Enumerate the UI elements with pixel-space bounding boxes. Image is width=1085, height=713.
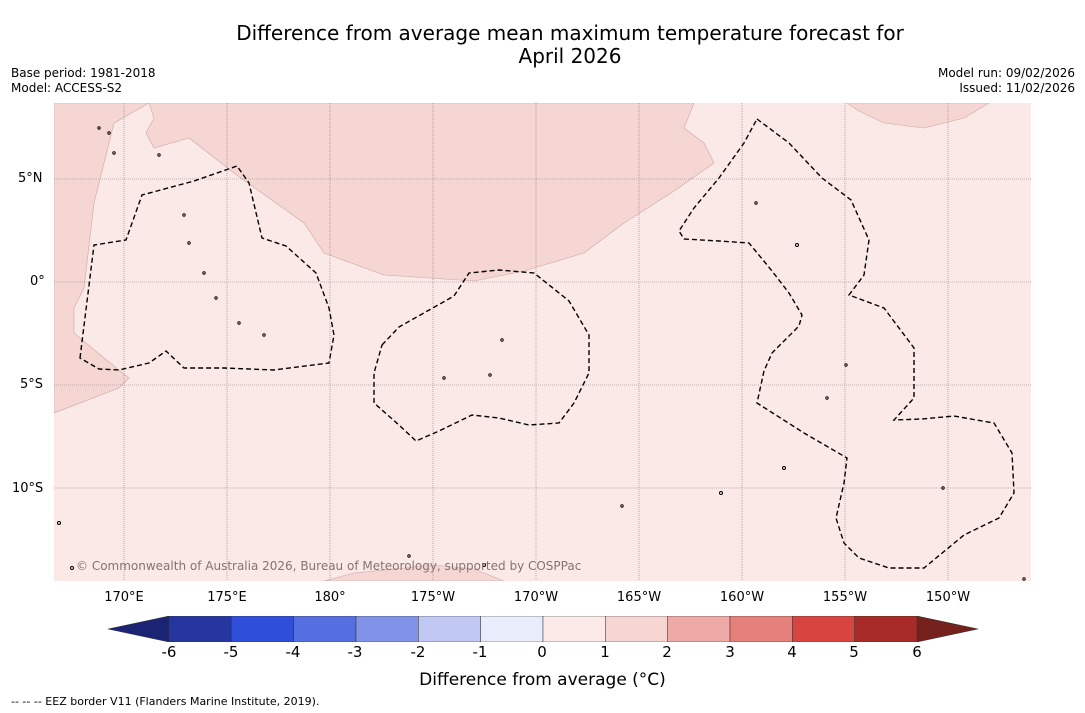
- anomaly-1-2-region-north: [54, 103, 715, 282]
- island: [1022, 577, 1026, 581]
- island: [482, 563, 486, 567]
- colorbar-over-arrow: [916, 616, 978, 642]
- copyright-notice: © Commonwealth of Australia 2026, Bureau…: [76, 559, 582, 573]
- island: [182, 213, 186, 217]
- issued-date: Issued: 11/02/2026: [959, 81, 1075, 95]
- anomaly-1-2-region-northeast: [846, 103, 990, 129]
- island: [500, 338, 504, 342]
- colorbar-tick-m2: -2: [410, 643, 426, 661]
- island: [795, 243, 799, 247]
- eez-borders: [79, 117, 1015, 569]
- colorbar-segment: [168, 616, 232, 642]
- colorbar-segment: [729, 616, 793, 642]
- lon-label-170w: 170°W: [513, 590, 559, 605]
- island: [112, 151, 116, 155]
- colorbar-tick-6: 6: [912, 643, 922, 661]
- lon-label-160w: 160°W: [719, 590, 765, 605]
- colorbar-under-arrow: [108, 616, 170, 642]
- lat-label-0: 0°: [30, 274, 45, 289]
- colorbar-tick-m1: -1: [472, 643, 488, 661]
- lon-label-180: 180°: [314, 590, 346, 605]
- island: [157, 153, 161, 157]
- island: [97, 126, 101, 130]
- island: [941, 486, 945, 490]
- model-run: Model run: 09/02/2026: [937, 66, 1075, 80]
- island: [107, 131, 111, 135]
- island: [407, 554, 411, 558]
- colorbar-tick-1: 1: [600, 643, 610, 661]
- colorbar-segment: [542, 616, 606, 642]
- colorbar-segment: [605, 616, 668, 642]
- islands: [57, 126, 1026, 581]
- lat-label-5n: 5°N: [18, 171, 43, 186]
- colorbar-tick-3: 3: [725, 643, 735, 661]
- meta-right: Model run: 09/02/2026 Issued: 11/02/2026: [938, 66, 1075, 96]
- lon-label-150w: 150°W: [925, 590, 971, 605]
- chart-title: Difference from average mean maximum tem…: [0, 22, 1085, 68]
- lon-label-170e: 170°E: [104, 590, 144, 605]
- island: [782, 466, 786, 470]
- island: [187, 241, 191, 245]
- anomaly-1-2-region-south: [323, 564, 505, 581]
- island: [620, 504, 624, 508]
- colorbar-segment: [418, 616, 481, 642]
- eez-legend-footnote: -- -- -- EEZ border V11 (Flanders Marine…: [11, 695, 320, 708]
- colorbar-tick-m6: -6: [161, 643, 177, 661]
- colorbar-segment: [854, 616, 918, 642]
- title-line-2: April 2026: [518, 44, 622, 68]
- colorbar-tick-0: 0: [537, 643, 547, 661]
- island: [262, 333, 266, 337]
- colorbar-label: Difference from average (°C): [419, 670, 666, 690]
- base-period: Base period: 1981-2018: [11, 66, 156, 80]
- colorbar-tick-4: 4: [787, 643, 797, 661]
- anomaly-1-2-region-west: [54, 103, 150, 414]
- island: [57, 521, 61, 525]
- colorbar-segments: [168, 616, 918, 642]
- model-name: Model: ACCESS-S2: [11, 81, 123, 95]
- island: [754, 201, 758, 205]
- eez-tokelau: [373, 269, 590, 442]
- colorbar-segment: [480, 616, 544, 642]
- island: [844, 363, 848, 367]
- meta-left: Base period: 1981-2018 Model: ACCESS-S2: [11, 66, 156, 96]
- island: [70, 566, 74, 570]
- colorbar-segment: [293, 616, 357, 642]
- lon-label-175e: 175°E: [207, 590, 247, 605]
- island: [825, 396, 829, 400]
- colorbar-segment: [231, 616, 294, 642]
- colorbar: [108, 616, 978, 642]
- colorbar-tick-m3: -3: [347, 643, 363, 661]
- colorbar-tick-2: 2: [662, 643, 672, 661]
- lon-label-175w: 175°W: [410, 590, 456, 605]
- island: [214, 296, 218, 300]
- lon-label-165w: 165°W: [616, 590, 662, 605]
- island: [202, 271, 206, 275]
- colorbar-tick-m4: -4: [285, 643, 301, 661]
- colorbar-tick-5: 5: [849, 643, 859, 661]
- colorbar-segment: [355, 616, 419, 642]
- colorbar-segment: [667, 616, 731, 642]
- colorbar-tick-m5: -5: [223, 643, 239, 661]
- island: [719, 491, 723, 495]
- island: [442, 376, 446, 380]
- title-line-1: Difference from average mean maximum tem…: [236, 21, 904, 45]
- lat-label-5s: 5°S: [20, 377, 44, 392]
- colorbar-segment: [792, 616, 855, 642]
- island: [237, 321, 241, 325]
- eez-kiribati-gilberts: [79, 165, 335, 371]
- lon-label-155w: 155°W: [822, 590, 868, 605]
- forecast-map: [54, 103, 1031, 581]
- graticule: [54, 103, 1031, 581]
- island: [488, 373, 492, 377]
- lat-label-10s: 10°S: [12, 481, 44, 496]
